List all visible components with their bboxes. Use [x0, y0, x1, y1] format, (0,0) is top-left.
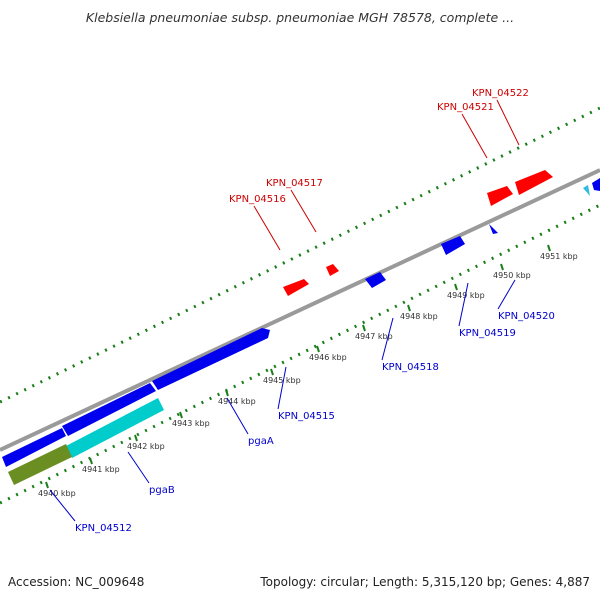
gene-label-reverse[interactable]: KPN_04512	[75, 523, 132, 534]
gene-arrow-reverse-3[interactable]	[152, 328, 270, 390]
gene-labels: KPN_04516 KPN_04517 KPN_04521 KPN_04522 KPN_…	[49, 88, 555, 534]
outer-tick-ring	[0, 106, 600, 404]
gene-label-reverse[interactable]: pgaB	[149, 485, 175, 496]
gene-leader-line	[127, 451, 150, 484]
gene-leader-line	[49, 489, 76, 522]
scale-label: 4951 kbp	[540, 252, 578, 261]
scale-tick	[45, 481, 49, 489]
scale-tick	[89, 457, 93, 465]
gene-leader-line	[290, 189, 317, 233]
gene-arrow-edge-cyan[interactable]	[583, 185, 590, 196]
inner-tick-ring	[0, 203, 600, 505]
scale-labels: 4940 kbp 4941 kbp 4942 kbp 4943 kbp 4944 kbp…	[38, 244, 578, 498]
scale-tick	[134, 434, 138, 442]
accession-text: Accession: NC_009648	[8, 575, 145, 589]
map-title: Klebsiella pneumoniae subsp. pneumoniae …	[85, 10, 515, 25]
gene-arrow-kpn-04517[interactable]	[326, 264, 339, 276]
scale-label: 4950 kbp	[493, 271, 531, 280]
genome-backbone	[0, 168, 600, 452]
gene-leader-line	[461, 113, 488, 159]
gene-leader-line	[226, 397, 249, 435]
scale-label: 4941 kbp	[82, 465, 120, 474]
gene-arrow-reverse-1[interactable]	[2, 428, 66, 467]
gene-arrow-kpn-04512[interactable]	[8, 444, 72, 485]
scale-tick	[316, 345, 320, 353]
gene-arrow-kpn-04518[interactable]	[365, 272, 386, 288]
scale-tick	[270, 368, 274, 376]
scale-tick	[500, 263, 504, 271]
topology-text: Topology: circular; Length: 5,315,120 bp…	[260, 575, 590, 589]
gene-arrow-edge-right[interactable]	[592, 178, 600, 191]
scale-label: 4946 kbp	[309, 353, 347, 362]
scale-label: 4942 kbp	[127, 442, 165, 451]
gene-label-forward[interactable]: KPN_04521	[437, 102, 494, 113]
gene-label-reverse[interactable]: KPN_04519	[459, 328, 516, 339]
gene-arrow-kpn-04522[interactable]	[515, 170, 553, 195]
gene-arrow-pgab[interactable]	[66, 398, 164, 458]
gene-leader-line	[496, 99, 520, 146]
gene-label-reverse[interactable]: pgaA	[248, 436, 274, 447]
scale-tick	[362, 324, 366, 332]
scale-tick	[454, 283, 458, 291]
gene-label-reverse[interactable]: KPN_04518	[382, 362, 439, 373]
gene-leader-line	[253, 205, 281, 251]
scale-label: 4940 kbp	[38, 489, 76, 498]
gene-leader-line	[497, 279, 516, 310]
gene-label-forward[interactable]: KPN_04516	[229, 194, 286, 205]
scale-label: 4947 kbp	[355, 332, 393, 341]
gene-label-reverse[interactable]: KPN_04515	[278, 411, 335, 422]
gene-label-forward[interactable]: KPN_04522	[472, 88, 529, 99]
scale-tick	[179, 411, 183, 419]
scale-label: 4948 kbp	[400, 312, 438, 321]
scale-label: 4943 kbp	[172, 419, 210, 428]
gene-leader-line	[277, 366, 287, 410]
gene-label-reverse[interactable]: KPN_04520	[498, 311, 555, 322]
gene-arrow-kpn-04521[interactable]	[487, 186, 513, 206]
scale-tick	[547, 244, 551, 252]
gene-label-forward[interactable]: KPN_04517	[266, 178, 323, 189]
gene-arrow-kpn-04516[interactable]	[283, 279, 309, 296]
scale-label: 4945 kbp	[263, 376, 301, 385]
scale-tick	[225, 389, 229, 397]
gene-leader-line	[381, 317, 394, 361]
scale-label: 4944 kbp	[218, 397, 256, 406]
gene-arrow-kpn-04520[interactable]	[489, 224, 498, 234]
scale-tick	[407, 304, 411, 312]
gene-leader-line	[458, 282, 469, 327]
gene-arrow-kpn-04519[interactable]	[441, 236, 465, 255]
gene-arrow-reverse-2[interactable]	[62, 383, 156, 436]
